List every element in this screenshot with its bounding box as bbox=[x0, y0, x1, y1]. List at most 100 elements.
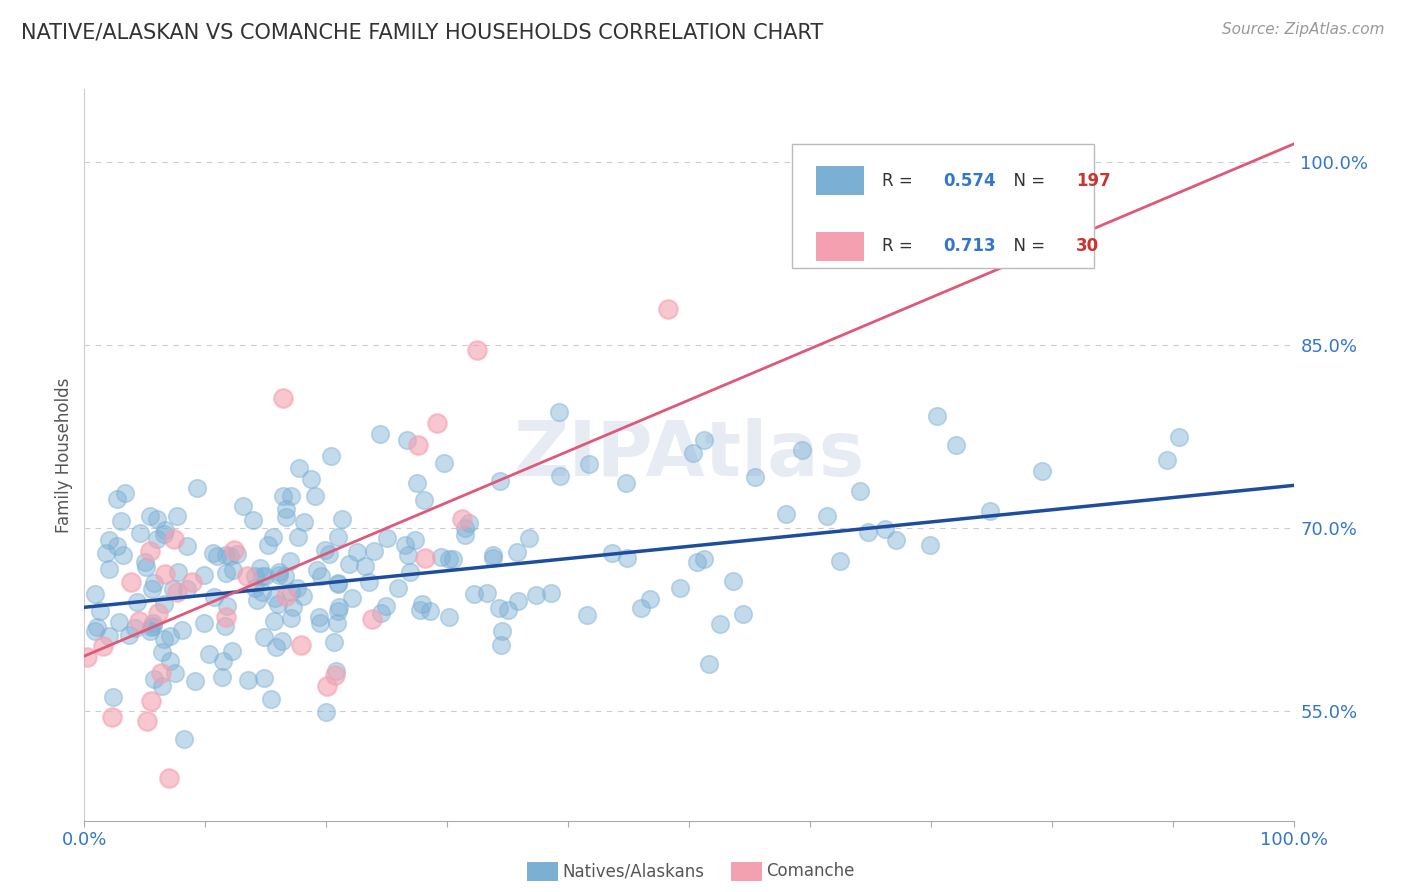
Point bbox=[451, 511, 474, 525]
Point bbox=[263, 614, 285, 628]
Point bbox=[243, 569, 266, 583]
Point bbox=[488, 601, 510, 615]
Point bbox=[322, 635, 344, 649]
Point bbox=[159, 629, 181, 643]
Point bbox=[375, 599, 398, 613]
Point bbox=[280, 489, 302, 503]
Point bbox=[205, 549, 228, 564]
Point bbox=[412, 492, 434, 507]
Point bbox=[858, 525, 880, 540]
Point bbox=[744, 470, 766, 484]
Point bbox=[477, 586, 499, 600]
Point bbox=[242, 513, 264, 527]
Point bbox=[253, 630, 276, 644]
Point bbox=[790, 443, 813, 458]
Point bbox=[496, 602, 519, 616]
Point bbox=[315, 705, 337, 719]
Point bbox=[305, 563, 328, 577]
Point bbox=[219, 549, 242, 563]
Point bbox=[152, 632, 174, 647]
Point bbox=[346, 545, 368, 559]
Point bbox=[406, 476, 429, 491]
Point bbox=[526, 588, 548, 602]
Point bbox=[925, 409, 948, 424]
Point bbox=[269, 565, 291, 579]
Point bbox=[325, 664, 347, 678]
Point bbox=[98, 629, 121, 643]
Point bbox=[1031, 464, 1053, 478]
Point bbox=[304, 489, 326, 503]
Point bbox=[489, 638, 512, 652]
FancyBboxPatch shape bbox=[792, 144, 1094, 268]
Point bbox=[1168, 429, 1191, 443]
Point bbox=[114, 486, 136, 500]
Point bbox=[873, 522, 896, 536]
Point bbox=[107, 540, 129, 554]
Point bbox=[134, 555, 156, 569]
Point bbox=[614, 475, 637, 490]
Point bbox=[166, 509, 188, 524]
Point bbox=[693, 433, 716, 447]
Point bbox=[278, 554, 301, 568]
Point bbox=[84, 624, 107, 638]
Point bbox=[314, 542, 336, 557]
Point bbox=[287, 530, 309, 544]
Point bbox=[432, 456, 454, 470]
Point bbox=[91, 639, 114, 653]
Point bbox=[141, 582, 163, 597]
Point bbox=[288, 461, 311, 475]
Point bbox=[328, 530, 350, 544]
Point bbox=[127, 595, 149, 609]
Point bbox=[408, 603, 430, 617]
Point bbox=[96, 546, 118, 560]
Point bbox=[370, 426, 392, 441]
Text: Comanche: Comanche bbox=[766, 863, 855, 880]
Point bbox=[357, 574, 380, 589]
Point bbox=[150, 679, 173, 693]
Point bbox=[214, 619, 236, 633]
Point bbox=[172, 623, 194, 637]
Point bbox=[236, 673, 259, 687]
Point bbox=[697, 657, 720, 671]
Point bbox=[149, 665, 172, 680]
Point bbox=[308, 616, 330, 631]
Point bbox=[193, 567, 215, 582]
Point bbox=[118, 628, 141, 642]
Point bbox=[143, 576, 166, 591]
Point bbox=[979, 504, 1001, 518]
Point bbox=[246, 593, 269, 607]
Point bbox=[186, 481, 208, 495]
Point bbox=[731, 607, 754, 622]
Point bbox=[429, 549, 451, 564]
Point bbox=[153, 567, 176, 582]
Point bbox=[1156, 453, 1178, 467]
Text: 197: 197 bbox=[1076, 171, 1111, 190]
Point bbox=[101, 710, 124, 724]
Point bbox=[271, 391, 294, 405]
Point bbox=[815, 508, 838, 523]
Point bbox=[394, 538, 416, 552]
Point bbox=[454, 528, 477, 542]
Point bbox=[159, 654, 181, 668]
Point bbox=[387, 581, 409, 595]
Point bbox=[167, 565, 190, 579]
Point bbox=[600, 545, 623, 559]
Point bbox=[693, 552, 716, 566]
Point bbox=[375, 531, 398, 545]
Point bbox=[276, 589, 298, 603]
Text: 0.713: 0.713 bbox=[943, 237, 995, 255]
Point bbox=[326, 604, 349, 618]
Point bbox=[395, 434, 418, 448]
Point bbox=[276, 502, 298, 516]
Text: Source: ZipAtlas.com: Source: ZipAtlas.com bbox=[1222, 22, 1385, 37]
Point bbox=[97, 562, 120, 576]
Point bbox=[548, 404, 571, 418]
Point bbox=[271, 634, 294, 648]
Point bbox=[153, 523, 176, 537]
Point bbox=[481, 550, 503, 565]
Point bbox=[463, 587, 485, 601]
Point bbox=[253, 569, 276, 583]
Point bbox=[441, 551, 464, 566]
Point bbox=[325, 667, 347, 681]
Point bbox=[250, 585, 273, 599]
